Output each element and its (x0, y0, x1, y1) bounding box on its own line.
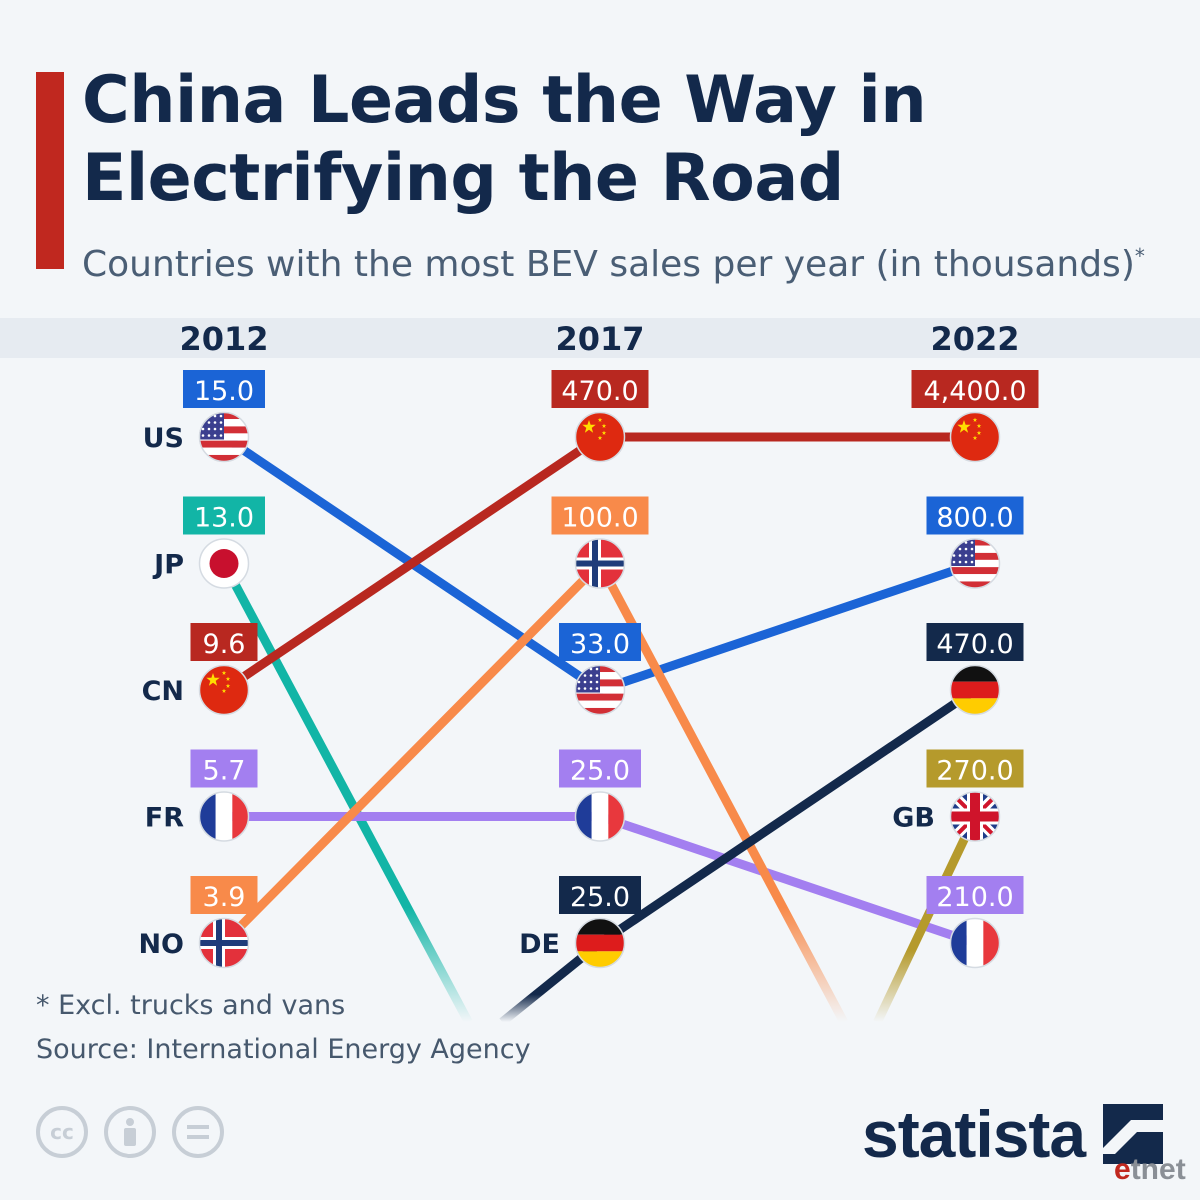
subtitle-footnote-mark: * (1134, 244, 1145, 268)
value-box-fr-2022 (926, 876, 1024, 914)
value-label-us-2017: 33.0 (570, 629, 630, 660)
value-label-no-2012: 3.9 (203, 882, 246, 913)
value-label-fr-2012: 5.7 (203, 756, 246, 787)
flag-us-2017 (574, 664, 626, 716)
country-label-us: US (143, 423, 184, 454)
flag-fr-2017 (574, 791, 626, 842)
value-box-us-2017 (559, 623, 641, 661)
flag-us-2022 (949, 538, 1001, 589)
value-box-cn-2012 (190, 623, 258, 661)
value-box-fr-2012 (190, 749, 258, 788)
line-gb-enter (873, 814, 980, 1024)
value-label-fr-2017: 25.0 (570, 756, 630, 787)
value-box-us-2022 (926, 496, 1024, 535)
flag-fr-2012 (198, 791, 250, 842)
value-label-cn-2012: 9.6 (203, 629, 246, 660)
footnote: * Excl. trucks and vans (36, 990, 346, 1021)
value-label-de-2022: 470.0 (936, 629, 1013, 660)
country-label-de: DE (519, 929, 560, 960)
flag-cn-2022 (949, 411, 1001, 463)
value-label-no-2017: 100.0 (561, 503, 638, 534)
flag-us-2012 (198, 411, 250, 463)
value-label-gb-2022: 270.0 (936, 756, 1013, 787)
value-label-fr-2022: 210.0 (936, 882, 1013, 913)
watermark-text: tnet (1130, 1153, 1186, 1186)
year-header-2012: 2012 (179, 320, 268, 358)
value-label-jp-2012: 13.0 (194, 503, 254, 534)
value-box-no-2012 (190, 876, 258, 914)
line-jp-exit (220, 561, 473, 1025)
value-box-gb-2022 (926, 749, 1024, 788)
cc-icon[interactable]: cc (36, 1106, 88, 1158)
year-header-2022: 2022 (930, 320, 1019, 358)
line-fr-2017-2022 (595, 812, 980, 948)
value-box-jp-2012 (183, 496, 265, 535)
line-no-2012-2017 (219, 559, 605, 948)
value-box-cn-2022 (911, 370, 1039, 408)
flag-fr-2022 (949, 917, 1001, 969)
statista-mark-icon (1103, 1104, 1164, 1164)
value-box-no-2017 (551, 496, 649, 535)
value-box-de-2017 (559, 876, 641, 914)
country-label-cn: CN (142, 676, 184, 707)
country-label-no: NO (138, 929, 184, 960)
no-derivatives-icon[interactable] (172, 1106, 224, 1158)
value-label-cn-2017: 470.0 (561, 376, 638, 407)
flag-de-2022 (949, 664, 1001, 716)
country-label-jp: JP (152, 550, 184, 581)
country-label-gb: GB (892, 803, 935, 834)
flag-jp-2012 (198, 538, 250, 589)
line-cn-2012-2017 (219, 432, 605, 695)
value-box-de-2022 (926, 623, 1024, 661)
value-label-us-2022: 800.0 (936, 503, 1013, 534)
slope-chart: 2012 2017 2022 15.0 33.0 800.0 13.0 9.6 470.0 4,4… (138, 320, 1039, 1026)
attribution-icon[interactable] (104, 1106, 156, 1158)
value-label-cn-2022: 4,400.0 (923, 376, 1026, 407)
flag-no-2017 (574, 538, 626, 589)
value-box-us-2012 (183, 370, 265, 408)
flag-gb-2022 (949, 791, 1001, 842)
value-box-fr-2017 (559, 749, 641, 788)
brand-wordmark: statista (862, 1097, 1086, 1171)
series-lines (219, 432, 980, 1026)
country-label-fr: FR (145, 803, 184, 834)
year-header-2017: 2017 (555, 320, 644, 358)
license-icons: cc (36, 1106, 224, 1158)
chart-title: China Leads the Way in Electrifying the … (82, 63, 927, 216)
series-marks: 15.0 33.0 800.0 13.0 9.6 470.0 4,400.0 5.7 25.0 2… (183, 370, 1039, 969)
line-de-2017-2022 (595, 685, 980, 948)
flag-de-2017 (574, 917, 626, 969)
value-label-us-2012: 15.0 (194, 376, 254, 407)
chart-subtitle: Countries with the most BEV sales per ye… (82, 232, 1192, 289)
flag-no-2012 (198, 917, 250, 969)
line-us-2017-2022 (595, 559, 980, 695)
year-header-band (0, 318, 1200, 358)
flag-cn-2012 (198, 664, 250, 716)
value-label-de-2017: 25.0 (570, 882, 630, 913)
title-accent-bar (36, 72, 64, 269)
chart-subtitle-text: Countries with the most BEV sales per ye… (82, 244, 1135, 285)
source-note: Source: International Energy Agency (36, 1034, 531, 1065)
statista-logo[interactable]: statista (862, 1096, 1164, 1172)
flag-cn-2017 (574, 411, 626, 463)
etnet-watermark: etnet (1114, 1153, 1186, 1186)
value-box-cn-2017 (551, 370, 649, 408)
